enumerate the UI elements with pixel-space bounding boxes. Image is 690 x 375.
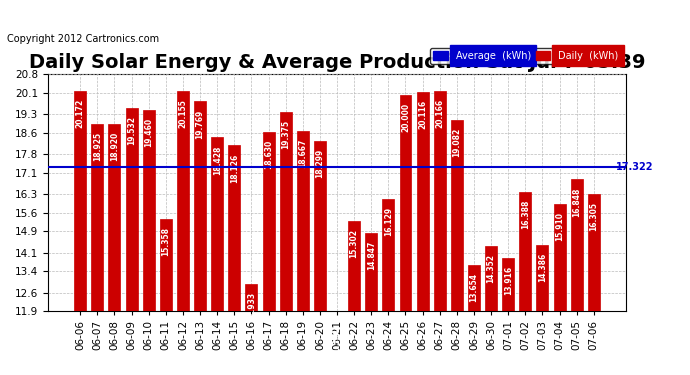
Text: 15.302: 15.302 [350,229,359,258]
Bar [348,220,360,375]
Text: 13.916: 13.916 [504,266,513,295]
Text: 11.594: 11.594 [333,327,342,357]
Bar [211,137,223,375]
Text: 17.322: 17.322 [616,162,653,172]
Text: 18.126: 18.126 [230,153,239,183]
Bar [75,91,86,375]
Bar [177,91,189,375]
Text: 18.428: 18.428 [213,145,221,175]
Bar [91,124,103,375]
Bar [160,219,172,375]
Bar [194,101,206,375]
Text: 19.532: 19.532 [127,116,136,145]
Text: 19.460: 19.460 [144,118,153,147]
Bar [263,132,275,375]
Text: 18.667: 18.667 [298,139,307,168]
Text: 20.166: 20.166 [435,99,444,128]
Text: 16.129: 16.129 [384,207,393,236]
Text: 14.352: 14.352 [486,254,495,283]
Text: 16.388: 16.388 [521,200,530,229]
Legend: Average  (kWh), Daily  (kWh): Average (kWh), Daily (kWh) [431,48,621,64]
Text: 12.933: 12.933 [247,292,256,321]
Bar [143,110,155,375]
Bar [434,91,446,375]
Text: 20.155: 20.155 [179,99,188,128]
Bar [365,233,377,375]
Bar [588,194,600,375]
Bar [451,120,463,375]
Text: 15.910: 15.910 [555,212,564,242]
Text: 19.375: 19.375 [281,120,290,149]
Bar [126,108,137,375]
Text: 18.630: 18.630 [264,140,273,169]
Bar [520,192,531,375]
Bar [279,112,292,375]
Text: 16.848: 16.848 [572,188,581,217]
Title: Daily Solar Energy & Average Production Sat Jul 7 05:39: Daily Solar Energy & Average Production … [29,53,645,72]
Bar [502,258,514,375]
Text: 18.920: 18.920 [110,132,119,161]
Bar [485,246,497,375]
Text: 15.358: 15.358 [161,227,170,256]
Bar [297,131,308,375]
Bar [382,198,395,375]
Text: 18.299: 18.299 [315,148,324,178]
Bar [417,92,428,375]
Text: 14.386: 14.386 [538,253,547,282]
Text: 20.172: 20.172 [76,99,85,128]
Text: 19.769: 19.769 [195,110,204,139]
Text: 16.305: 16.305 [589,202,598,231]
Bar [571,179,582,375]
Bar [228,145,240,375]
Text: 18.925: 18.925 [93,132,102,161]
Text: 14.847: 14.847 [367,241,376,270]
Bar [536,245,549,375]
Bar [331,320,343,375]
Bar [108,124,121,375]
Text: 20.116: 20.116 [418,100,427,129]
Bar [400,95,411,375]
Text: 13.654: 13.654 [469,273,478,302]
Bar [246,284,257,375]
Bar [468,264,480,375]
Text: 20.000: 20.000 [401,103,410,132]
Bar [314,141,326,375]
Text: 19.082: 19.082 [453,128,462,157]
Text: Copyright 2012 Cartronics.com: Copyright 2012 Cartronics.com [7,34,159,44]
Bar [553,204,566,375]
